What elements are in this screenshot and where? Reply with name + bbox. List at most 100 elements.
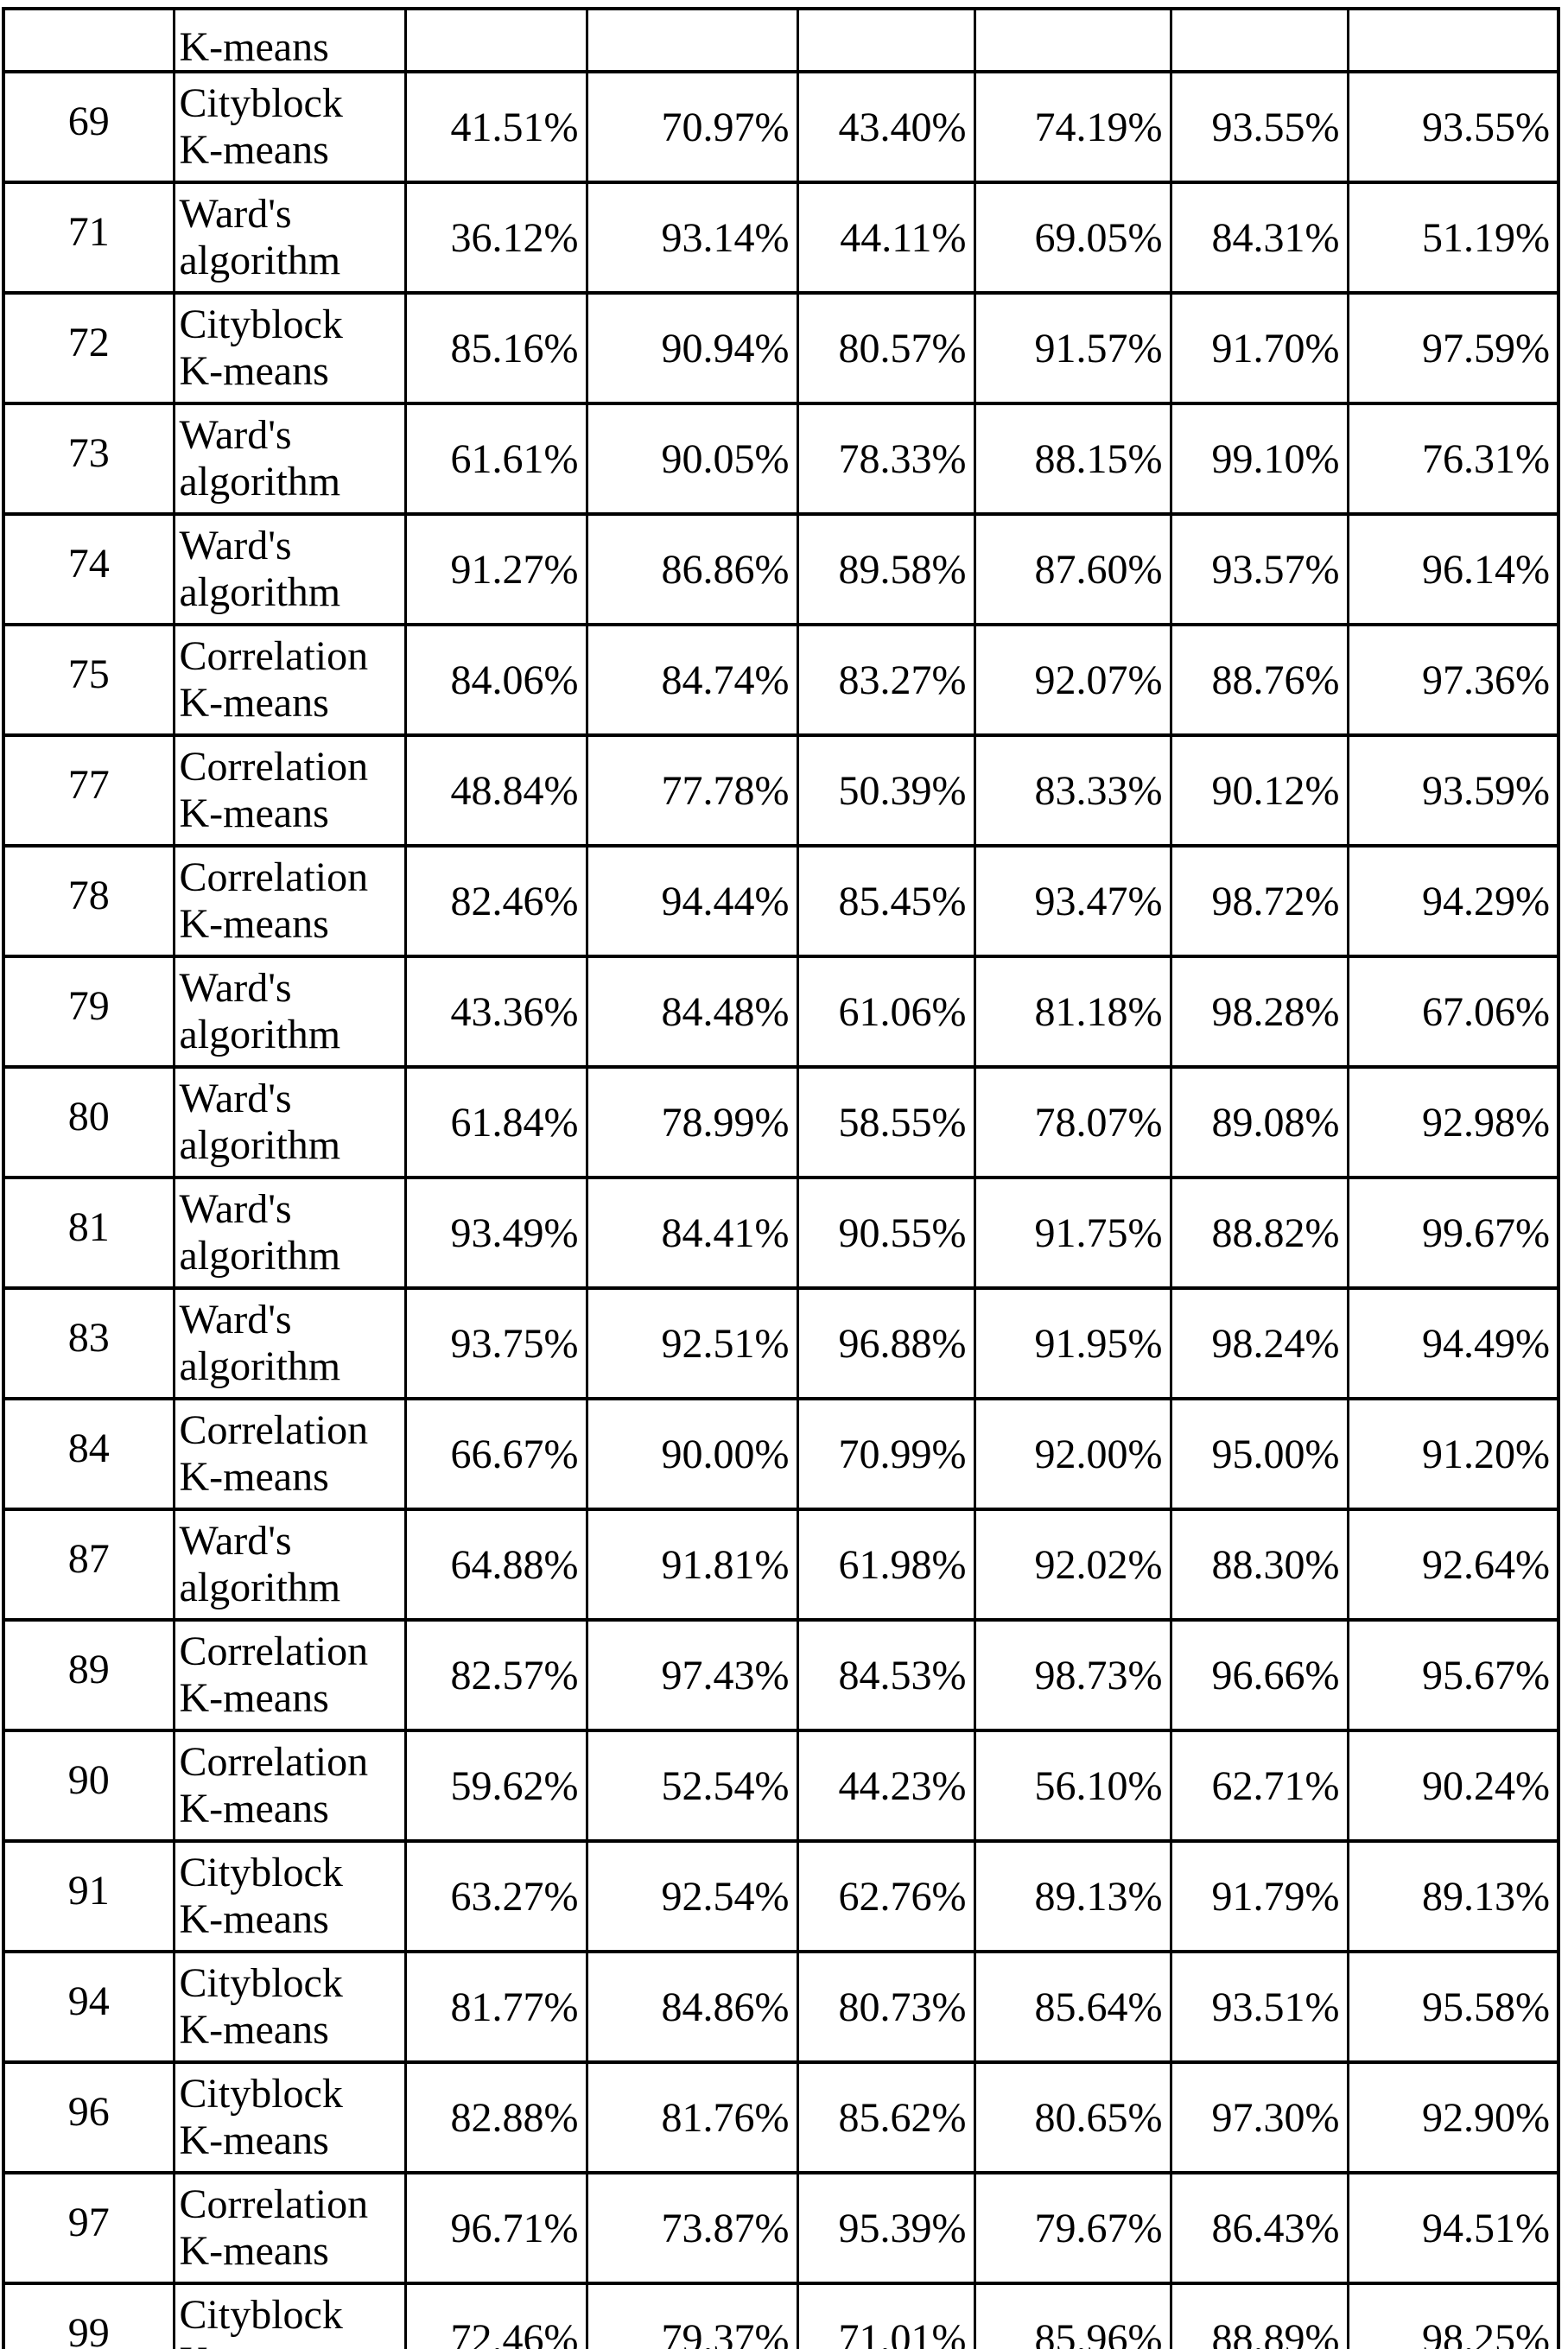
- value-cell: 92.07%: [973, 623, 1172, 737]
- value-cell: 71.01%: [796, 2282, 976, 2349]
- value-cell: 84.74%: [585, 623, 799, 737]
- value-cell: 80.57%: [796, 291, 976, 405]
- value-cell: 93.55%: [1346, 70, 1560, 184]
- empty-cell: [973, 7, 1172, 73]
- table-row: 79 Ward's algorithm 43.36% 84.48% 61.06%…: [2, 955, 1560, 1069]
- method-cell: Correlation K-means: [172, 844, 407, 958]
- value-cell: 85.96%: [973, 2282, 1172, 2349]
- value-cell: 91.57%: [973, 291, 1172, 405]
- value-cell: 91.95%: [973, 1286, 1172, 1400]
- value-cell: 85.45%: [796, 844, 976, 958]
- table-row: 87 Ward's algorithm 64.88% 91.81% 61.98%…: [2, 1508, 1560, 1622]
- row-id-cell: 69: [2, 70, 175, 184]
- row-id-cell: 72: [2, 291, 175, 405]
- value-cell: 94.29%: [1346, 844, 1560, 958]
- value-cell: 95.00%: [1169, 1397, 1349, 1511]
- row-id-cell: 94: [2, 1950, 175, 2064]
- value-cell: 98.72%: [1169, 844, 1349, 958]
- value-cell: 93.49%: [403, 1176, 588, 1290]
- value-cell: 96.14%: [1346, 512, 1560, 626]
- value-cell: 85.62%: [796, 2060, 976, 2174]
- empty-cell: [1346, 7, 1560, 73]
- value-cell: 92.51%: [585, 1286, 799, 1400]
- empty-cell: [796, 7, 976, 73]
- value-cell: 79.37%: [585, 2282, 799, 2349]
- value-cell: 82.88%: [403, 2060, 588, 2174]
- value-cell: 78.33%: [796, 402, 976, 516]
- method-cell: Ward's algorithm: [172, 1286, 407, 1400]
- table-row: 73 Ward's algorithm 61.61% 90.05% 78.33%…: [2, 402, 1560, 516]
- method-cell: Ward's algorithm: [172, 1508, 407, 1622]
- value-cell: 98.25%: [1346, 2282, 1560, 2349]
- value-cell: 93.75%: [403, 1286, 588, 1400]
- row-id-cell: 90: [2, 1729, 175, 1843]
- value-cell: 64.88%: [403, 1508, 588, 1622]
- row-id-cell: 84: [2, 1397, 175, 1511]
- value-cell: 97.30%: [1169, 2060, 1349, 2174]
- value-cell: 74.19%: [973, 70, 1172, 184]
- method-cell: Correlation K-means: [172, 1618, 407, 1732]
- value-cell: 89.08%: [1169, 1065, 1349, 1179]
- value-cell: 86.86%: [585, 512, 799, 626]
- value-cell: 98.73%: [973, 1618, 1172, 1732]
- method-cell: Ward's algorithm: [172, 955, 407, 1069]
- value-cell: 92.90%: [1346, 2060, 1560, 2174]
- value-cell: 94.44%: [585, 844, 799, 958]
- table-row: 97 Correlation K-means 96.71% 73.87% 95.…: [2, 2171, 1560, 2285]
- value-cell: 92.98%: [1346, 1065, 1560, 1179]
- value-cell: 62.76%: [796, 1839, 976, 1953]
- method-cell: Correlation K-means: [172, 2171, 407, 2285]
- value-cell: 48.84%: [403, 733, 588, 848]
- value-cell: 90.55%: [796, 1176, 976, 1290]
- table-row: 84 Correlation K-means 66.67% 90.00% 70.…: [2, 1397, 1560, 1511]
- value-cell: 83.33%: [973, 733, 1172, 848]
- value-cell: 97.36%: [1346, 623, 1560, 737]
- table-row: 89 Correlation K-means 82.57% 97.43% 84.…: [2, 1618, 1560, 1732]
- method-cell: Ward's algorithm: [172, 181, 407, 295]
- row-id-cell: 91: [2, 1839, 175, 1953]
- partial-method-cell: K-means: [172, 7, 407, 73]
- value-cell: 82.46%: [403, 844, 588, 958]
- value-cell: 96.66%: [1169, 1618, 1349, 1732]
- value-cell: 98.24%: [1169, 1286, 1349, 1400]
- value-cell: 85.16%: [403, 291, 588, 405]
- value-cell: 44.23%: [796, 1729, 976, 1843]
- value-cell: 84.31%: [1169, 181, 1349, 295]
- value-cell: 80.73%: [796, 1950, 976, 2064]
- results-table: K-means 69 Cityblock K-means 41.51% 70.9…: [2, 7, 1560, 2349]
- row-id-cell: 97: [2, 2171, 175, 2285]
- value-cell: 66.67%: [403, 1397, 588, 1511]
- value-cell: 95.39%: [796, 2171, 976, 2285]
- value-cell: 92.54%: [585, 1839, 799, 1953]
- value-cell: 97.59%: [1346, 291, 1560, 405]
- table-row: 74 Ward's algorithm 91.27% 86.86% 89.58%…: [2, 512, 1560, 626]
- value-cell: 78.99%: [585, 1065, 799, 1179]
- table-row: 75 Correlation K-means 84.06% 84.74% 83.…: [2, 623, 1560, 737]
- value-cell: 56.10%: [973, 1729, 1172, 1843]
- value-cell: 92.02%: [973, 1508, 1172, 1622]
- table-row: 80 Ward's algorithm 61.84% 78.99% 58.55%…: [2, 1065, 1560, 1179]
- empty-cell: [1169, 7, 1349, 73]
- value-cell: 90.24%: [1346, 1729, 1560, 1843]
- empty-cell: [403, 7, 588, 73]
- value-cell: 97.43%: [585, 1618, 799, 1732]
- value-cell: 72.46%: [403, 2282, 588, 2349]
- value-cell: 90.12%: [1169, 733, 1349, 848]
- value-cell: 79.67%: [973, 2171, 1172, 2285]
- value-cell: 96.71%: [403, 2171, 588, 2285]
- value-cell: 80.65%: [973, 2060, 1172, 2174]
- value-cell: 99.67%: [1346, 1176, 1560, 1290]
- table-row: 78 Correlation K-means 82.46% 94.44% 85.…: [2, 844, 1560, 958]
- row-id-cell: 77: [2, 733, 175, 848]
- value-cell: 52.54%: [585, 1729, 799, 1843]
- value-cell: 43.36%: [403, 955, 588, 1069]
- value-cell: 91.75%: [973, 1176, 1172, 1290]
- value-cell: 95.67%: [1346, 1618, 1560, 1732]
- value-cell: 87.60%: [973, 512, 1172, 626]
- value-cell: 78.07%: [973, 1065, 1172, 1179]
- value-cell: 73.87%: [585, 2171, 799, 2285]
- method-cell: Cityblock K-means: [172, 291, 407, 405]
- value-cell: 93.57%: [1169, 512, 1349, 626]
- method-cell: Cityblock K-means: [172, 2060, 407, 2174]
- method-cell: Correlation K-means: [172, 1729, 407, 1843]
